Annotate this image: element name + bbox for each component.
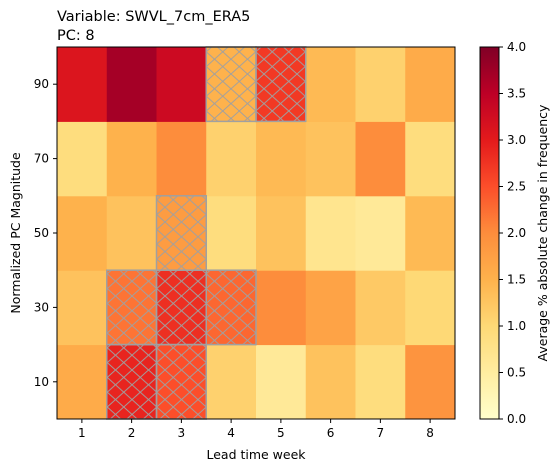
heatmap-cell [405,344,456,420]
colorbar-label: Average % absolute change in frequency [535,104,550,362]
x-tick-label: 4 [227,426,235,440]
heatmap-cell [206,195,257,271]
heatmap-cell [355,121,406,197]
colorbar-ticks: 0.0 0.5 1.0 1.5 2.0 2.5 3.0 3.5 4.0 [499,40,526,426]
hatched-cell [155,343,207,420]
x-tick-label: 5 [277,426,285,440]
heatmap-cell [305,270,356,346]
heatmap-cell [206,344,257,420]
heatmap-cell [106,121,157,197]
hatched-cell [205,269,257,346]
x-tick-label: 3 [178,426,186,440]
heatmap-cell [156,121,207,197]
heatmap-cell [57,270,108,346]
heatmap-cell [256,344,307,420]
chart-title-line-2: PC: 8 [57,28,95,44]
heatmap-cell [57,47,108,122]
colorbar-tick-label: 0.5 [507,366,526,380]
heatmap-cell [206,121,257,197]
heatmap-cell [355,195,406,271]
heatmap-cell [355,47,406,122]
colorbar-tick-label: 0.0 [507,412,526,426]
heatmap-cell [305,195,356,271]
heatmap-cell [405,270,456,346]
heatmap-cell [156,47,207,122]
x-tick-label: 7 [377,426,385,440]
hatched-cell [155,195,207,271]
hatched-cell [106,269,158,346]
heatmap-cells [57,47,456,420]
y-axis-label: Normalized PC Magnitude [8,152,23,314]
heatmap-cell [355,344,406,420]
x-axis-label: Lead time week [206,447,306,462]
colorbar-tick-label: 3.5 [507,87,526,101]
y-tick-label: 10 [34,375,49,389]
heatmap-cell [305,47,356,122]
colorbar [479,46,500,420]
x-tick-label: 1 [78,426,86,440]
x-tick-label: 8 [426,426,434,440]
y-tick-label: 30 [34,300,49,314]
colorbar-tick-label: 2.5 [507,180,526,194]
heatmap-cell [305,344,356,420]
colorbar-tick-label: 3.0 [507,133,526,147]
heatmap-cell [405,195,456,271]
heatmap-cell [57,121,108,197]
heatmap-cell [256,270,307,346]
hatched-cell [255,46,307,123]
x-tick-label: 2 [128,426,136,440]
heatmap-cell [405,47,456,122]
colorbar-tick-label: 1.0 [507,319,526,333]
heatmap-cell [256,121,307,197]
hatched-cell [205,46,257,123]
heatmap-cell [106,47,157,122]
colorbar-tick-label: 1.5 [507,273,526,287]
chart-title-line-1: Variable: SWVL_7cm_ERA5 [57,9,250,25]
heatmap-cell [106,195,157,271]
y-axis-ticks: 10 30 50 70 90 [34,77,57,389]
hatched-cell [106,343,158,420]
y-tick-label: 50 [34,226,49,240]
colorbar-tick-label: 4.0 [507,40,526,54]
x-axis-ticks: 1 2 3 4 5 6 7 8 [78,419,434,440]
y-tick-label: 70 [34,152,49,166]
heatmap-cell [305,121,356,197]
colorbar-tick-label: 2.0 [507,226,526,240]
heatmap-cell [57,195,108,271]
hatched-cell [155,269,207,346]
heatmap-cell [405,121,456,197]
heatmap-cell [57,344,108,420]
heatmap-cell [355,270,406,346]
heatmap-cell [256,195,307,271]
hatch-overlays [106,46,307,420]
x-tick-label: 6 [327,426,335,440]
y-tick-label: 90 [34,77,49,91]
